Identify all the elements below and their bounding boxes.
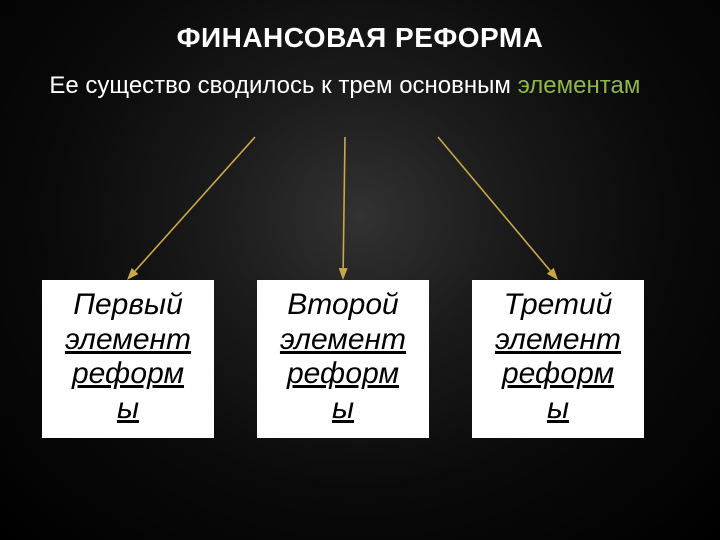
arrow-head-1 (127, 268, 138, 280)
arrow-line-2 (343, 137, 345, 268)
box-line4: ы (472, 392, 644, 427)
arrow-head-3 (547, 268, 558, 280)
slide-title: ФИНАНСОВАЯ РЕФОРМА (0, 22, 720, 54)
box-line3: реформ (42, 357, 214, 392)
box-line2: элемент (42, 323, 214, 358)
box-first-element: Первыйэлементреформы (42, 280, 214, 438)
box-line3: реформ (472, 357, 644, 392)
box-line1: Второй (257, 288, 429, 323)
subtitle-main-text: Ее существо сводилось к трем основным (36, 72, 518, 99)
box-line2: элемент (472, 323, 644, 358)
box-third-element: Третийэлементреформы (472, 280, 644, 438)
box-line2: элемент (257, 323, 429, 358)
box-line1: Третий (472, 288, 644, 323)
box-line3: реформ (257, 357, 429, 392)
box-second-element: Второйэлементреформы (257, 280, 429, 438)
arrow-line-3 (438, 137, 550, 271)
box-line4: ы (42, 392, 214, 427)
arrow-line-1 (135, 137, 255, 271)
subtitle-highlight-text: элементам (518, 72, 641, 99)
slide-subtitle: Ее существо сводилось к трем основным эл… (36, 72, 684, 100)
box-line1: Первый (42, 288, 214, 323)
box-line4: ы (257, 392, 429, 427)
arrow-head-2 (339, 268, 348, 280)
